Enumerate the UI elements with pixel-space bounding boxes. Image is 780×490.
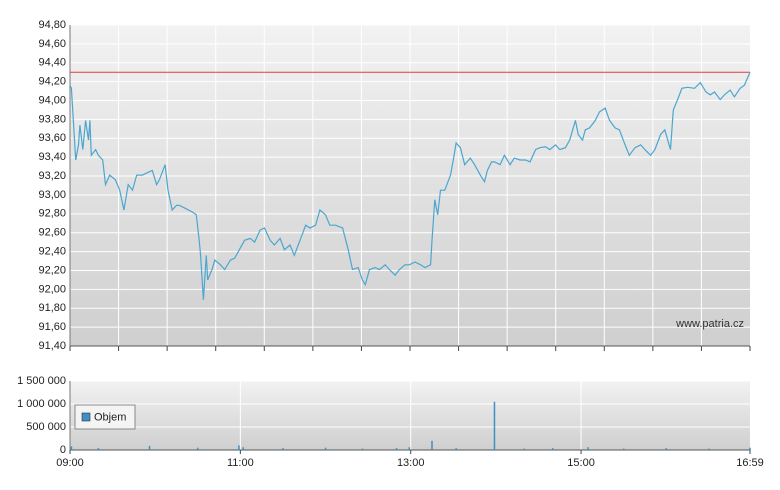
volume-bar: [622, 448, 625, 450]
y-tick-label: 92,40: [38, 245, 66, 257]
y-tick-label: 1 000 000: [17, 398, 66, 410]
y-tick-label: 93,00: [38, 189, 66, 201]
volume-bar: [431, 440, 433, 450]
y-tick-label: 500 000: [26, 421, 66, 433]
y-tick-label: 0: [60, 444, 66, 456]
y-tick-label: 92,80: [38, 208, 66, 220]
x-tick-label: 11:00: [227, 457, 254, 469]
y-tick-label: 92,20: [38, 264, 66, 276]
y-tick-label: 93,40: [38, 151, 66, 163]
volume-bar: [324, 447, 327, 450]
volume-bar: [551, 448, 554, 450]
legend-box: [74, 404, 136, 430]
x-tick-label: 15:00: [567, 457, 595, 469]
y-tick-label: 94,00: [38, 94, 66, 106]
y-tick-label: 93,60: [38, 132, 66, 144]
volume-bar: [197, 447, 199, 450]
volume-bar: [148, 445, 151, 450]
y-tick-label: 94,40: [38, 57, 66, 69]
y-tick-label: 91,60: [38, 321, 66, 333]
volume-bar: [97, 448, 100, 450]
volume-bar: [408, 447, 411, 450]
volume-bar: [493, 401, 496, 450]
y-tick-label: 92,00: [38, 283, 66, 295]
volume-bar: [395, 448, 398, 450]
volume-bar: [523, 448, 526, 450]
volume-bar: [361, 448, 364, 450]
watermark: www.patria.cz: [675, 318, 744, 330]
volume-bar: [708, 448, 710, 450]
plot-background: [70, 381, 750, 450]
volume-bar: [282, 448, 284, 450]
volume-bar: [665, 448, 667, 450]
y-tick-label: 92,60: [38, 227, 66, 239]
y-tick-label: 94,60: [38, 38, 66, 50]
volume-bar: [70, 446, 73, 450]
volume-bar: [238, 445, 240, 450]
y-tick-label: 93,20: [38, 170, 66, 182]
x-tick-label: 16:59: [736, 457, 764, 469]
y-tick-label: 94,80: [38, 19, 66, 31]
volume-bar: [242, 447, 244, 450]
legend-swatch: [81, 412, 91, 422]
volume-bar: [749, 447, 751, 450]
price-line: [69, 71, 751, 300]
volume-bar: [587, 447, 589, 450]
x-tick-label: 09:00: [56, 457, 84, 469]
y-tick-label: 1 500 000: [17, 375, 66, 387]
y-tick-label: 91,80: [38, 302, 66, 314]
legend-label: Objem: [94, 411, 126, 423]
y-tick-label: 91,40: [38, 340, 66, 352]
y-tick-label: 94,20: [38, 76, 66, 88]
x-tick-label: 13:00: [397, 457, 425, 469]
volume-bar: [455, 448, 457, 450]
y-tick-label: 93,80: [38, 113, 66, 125]
